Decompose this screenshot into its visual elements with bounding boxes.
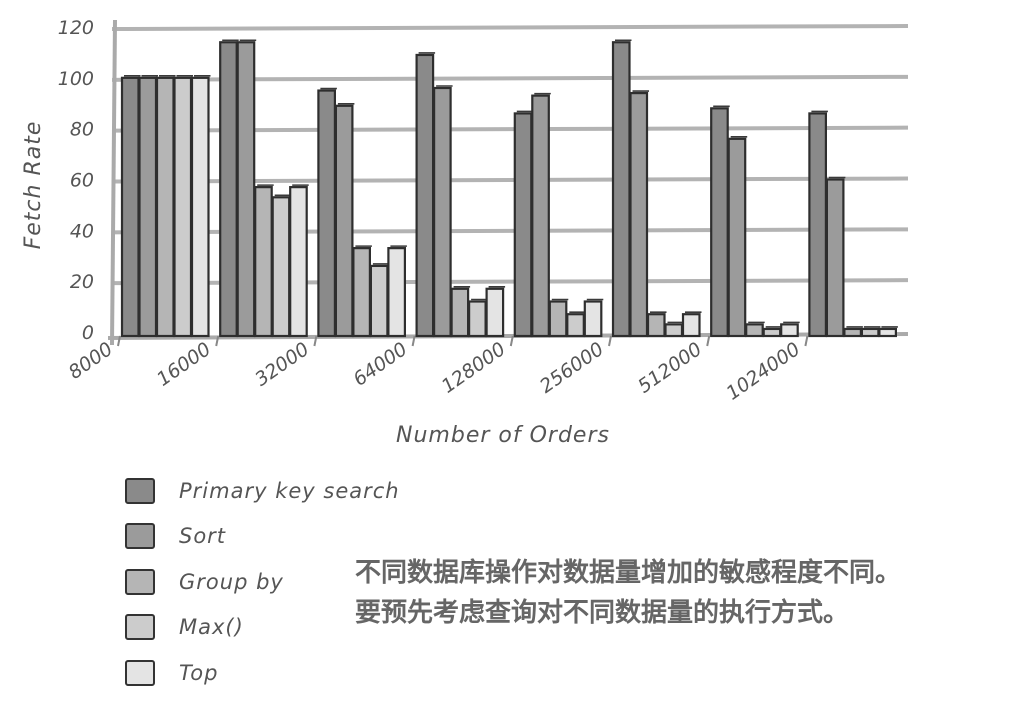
bar-chart: 0 20 40 60 80 100 120 8000 16000 32000 64000 12800… xyxy=(21,17,909,448)
x-tick-label: 32000 xyxy=(251,338,313,391)
legend-item: Sort xyxy=(125,514,400,560)
bar xyxy=(681,313,701,338)
legend-label: Top xyxy=(179,660,219,685)
bar xyxy=(548,300,568,338)
x-tick-label: 64000 xyxy=(349,338,411,391)
gridline xyxy=(111,24,909,31)
bar xyxy=(450,287,470,338)
x-tick-mark xyxy=(608,335,612,347)
bar xyxy=(120,76,140,338)
bar xyxy=(271,196,291,338)
bar xyxy=(611,41,631,338)
x-tick-mark xyxy=(804,335,809,347)
y-tick-label: 0 xyxy=(82,322,94,344)
bar xyxy=(808,112,828,338)
bar xyxy=(566,313,585,338)
bar xyxy=(236,41,256,338)
bar xyxy=(843,327,863,338)
y-tick-label: 20 xyxy=(70,271,94,293)
bar xyxy=(485,287,505,338)
x-tick-mark xyxy=(117,335,121,347)
bar xyxy=(727,137,747,338)
bar xyxy=(369,264,389,338)
x-tick-labels: 8000 16000 32000 64000 128000 256000 512000 102… xyxy=(65,335,809,405)
x-tick-mark xyxy=(706,335,711,347)
note-line-2: 要预先考虑查询对不同数据量的执行方式。 xyxy=(355,598,850,628)
bar xyxy=(583,300,603,338)
x-tick-mark xyxy=(509,335,514,347)
legend-item: Top xyxy=(125,650,400,696)
x-tick-mark xyxy=(215,335,220,347)
bar xyxy=(825,178,845,338)
bar xyxy=(780,323,799,338)
legend-item: Primary key search xyxy=(125,468,400,514)
y-axis-title: Fetch Rate xyxy=(21,121,46,250)
bar xyxy=(138,76,158,338)
y-tick-label: 60 xyxy=(70,170,94,192)
bar xyxy=(415,53,435,338)
y-tick-label: 40 xyxy=(70,220,94,242)
bar xyxy=(254,186,273,338)
bar xyxy=(710,107,729,338)
x-tick-label: 256000 xyxy=(536,338,608,398)
x-tick-label: 8000 xyxy=(65,338,117,384)
x-axis-title: Number of Orders xyxy=(396,423,610,448)
bar xyxy=(745,323,764,338)
bar xyxy=(531,94,550,338)
bar xyxy=(878,327,898,338)
legend-label: Primary key search xyxy=(179,478,400,503)
x-tick-label: 1024000 xyxy=(722,338,804,405)
bar xyxy=(664,323,684,338)
bars xyxy=(120,39,898,338)
legend-swatch xyxy=(125,614,155,641)
y-axis-line xyxy=(110,19,117,346)
bar xyxy=(155,76,175,338)
x-tick-label: 16000 xyxy=(153,338,215,391)
legend-swatch xyxy=(125,659,155,686)
x-tick-mark xyxy=(411,335,416,347)
y-tick-labels: 0 20 40 60 80 100 120 xyxy=(58,17,94,344)
bar xyxy=(629,91,649,338)
bar xyxy=(468,300,487,338)
legend-swatch xyxy=(125,477,155,504)
legend-label: Max() xyxy=(179,615,244,640)
bar xyxy=(762,327,782,338)
legend-label: Sort xyxy=(179,524,227,549)
y-tick-label: 80 xyxy=(70,119,94,141)
legend-item: Max() xyxy=(125,605,400,651)
bar xyxy=(289,186,308,338)
legend-label: Group by xyxy=(179,569,284,594)
bar xyxy=(352,247,371,338)
bar xyxy=(387,247,406,338)
bar xyxy=(513,112,533,338)
legend-item: Group by xyxy=(125,559,400,605)
y-tick-label: 100 xyxy=(58,68,94,90)
legend-swatch xyxy=(125,523,155,550)
bar xyxy=(646,313,666,338)
bar xyxy=(317,89,336,338)
note-line-1: 不同数据库操作对数据量增加的敏感程度不同。 xyxy=(355,558,902,588)
bar xyxy=(173,76,193,338)
y-tick-label: 120 xyxy=(58,17,94,39)
annotation-note: 不同数据库操作对数据量增加的敏感程度不同。 要预先考虑查询对不同数据量的执行方式… xyxy=(355,553,1025,633)
x-tick-mark xyxy=(313,335,318,347)
x-tick-label: 512000 xyxy=(634,338,706,398)
x-tick-label: 128000 xyxy=(438,338,510,398)
legend-swatch xyxy=(125,568,155,595)
bar xyxy=(334,104,354,338)
bar xyxy=(860,327,880,338)
bar xyxy=(433,86,452,338)
legend: Primary key search Sort Group by Max() Top xyxy=(125,468,400,696)
bar xyxy=(190,76,210,338)
bar xyxy=(219,41,238,338)
